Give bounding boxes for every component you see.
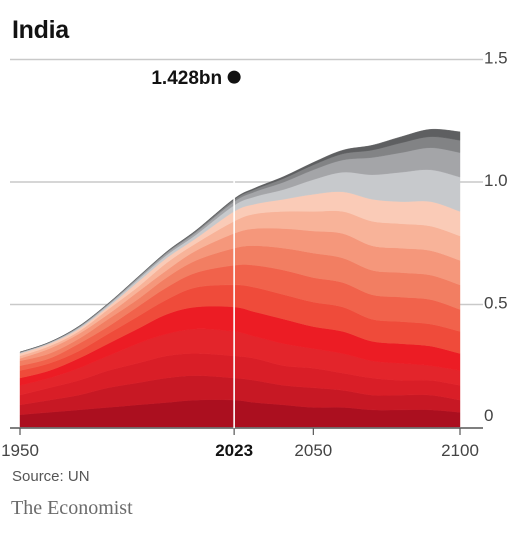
y-tick-label: 0.5 (484, 294, 508, 313)
chart-title: India (12, 16, 69, 44)
chart-overlay: 1.428bn (10, 68, 483, 435)
y-tick-label: 0 (484, 406, 493, 425)
x-tick-label: 1950 (1, 441, 39, 460)
area-band-15 (19, 128, 461, 353)
x-axis-ticks: 1950 2023 2050 2100 (1, 428, 479, 460)
x-tick-label: 2050 (294, 441, 332, 460)
y-axis-ticks: 0 0.5 1.0 1.5 (484, 49, 508, 426)
y-tick-label: 1.0 (484, 171, 508, 190)
marker-dot (227, 70, 241, 84)
x-tick-label: 2100 (441, 441, 479, 460)
marker-label: 1.428bn (151, 68, 222, 89)
source-note: Source: UN (12, 468, 90, 485)
publisher-logo: The Economist (11, 497, 133, 519)
y-tick-label: 1.5 (484, 49, 508, 68)
x-tick-label: 2023 (215, 441, 253, 460)
stacked-areas (19, 128, 461, 428)
